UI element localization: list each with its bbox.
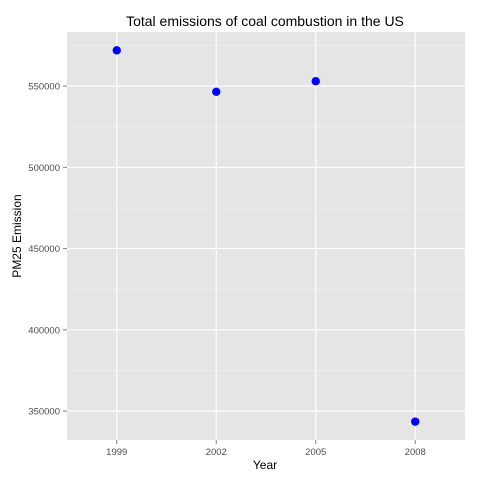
y-tick-label: 550000 xyxy=(28,82,60,93)
x-tick-label: 2008 xyxy=(405,447,426,458)
data-points xyxy=(112,46,420,426)
data-point xyxy=(112,46,121,55)
data-point xyxy=(411,417,420,426)
panel-background xyxy=(67,32,465,440)
y-tick-label: 500000 xyxy=(28,163,60,174)
y-axis-label: PM25 Emission xyxy=(10,194,24,277)
y-tick-label: 450000 xyxy=(28,244,60,255)
grid xyxy=(67,32,465,440)
data-point xyxy=(311,77,320,86)
y-tick-label: 350000 xyxy=(28,407,60,418)
axis-ticks: 350000 400000 450000 500000 550000 1999 2002 20… xyxy=(28,82,426,458)
chart-title: Total emissions of coal combustion in th… xyxy=(126,13,404,29)
x-tick-label: 2002 xyxy=(206,447,227,458)
data-point xyxy=(212,87,221,96)
x-axis-label: Year xyxy=(253,458,277,472)
y-tick-label: 400000 xyxy=(28,325,60,336)
plot-panel xyxy=(67,32,465,440)
x-tick-label: 1999 xyxy=(106,447,127,458)
x-tick-label: 2005 xyxy=(305,447,326,458)
